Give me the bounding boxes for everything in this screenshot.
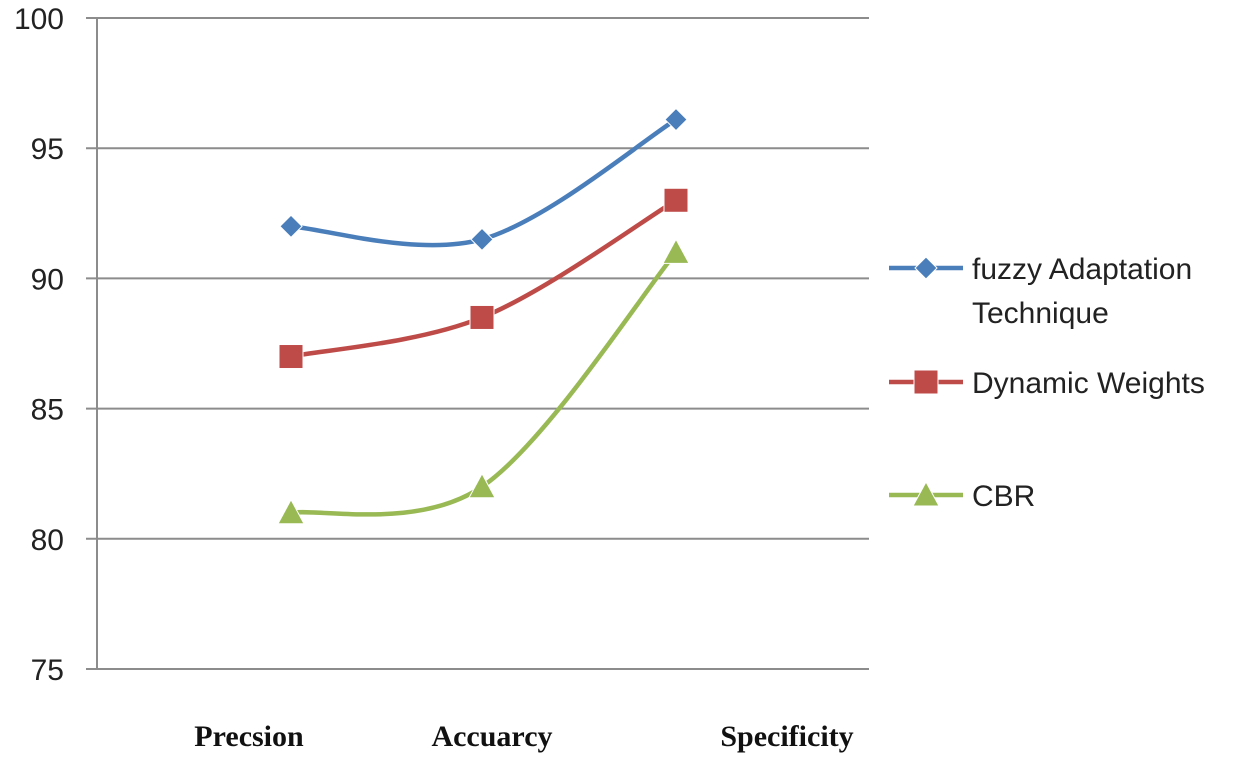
series-line bbox=[288, 117, 679, 248]
grid-lines bbox=[86, 17, 869, 670]
data-point-square bbox=[469, 304, 495, 330]
legend-label: Dynamic Weights bbox=[972, 367, 1205, 400]
series-line bbox=[288, 250, 679, 517]
data-point-triangle bbox=[277, 498, 305, 525]
data-point-triangle bbox=[468, 472, 496, 499]
legend-marker bbox=[913, 369, 939, 395]
x-category-labels: Precsion Accuarcy Specificity bbox=[194, 720, 853, 753]
y-tick-label: 95 bbox=[31, 133, 64, 166]
legend-label: CBR bbox=[972, 480, 1035, 513]
series-2 bbox=[278, 187, 689, 370]
y-tick-label: 80 bbox=[31, 524, 64, 557]
y-tick-label: 100 bbox=[14, 3, 64, 36]
y-tick-label: 75 bbox=[31, 654, 64, 687]
x-category-label: Accuarcy bbox=[431, 720, 552, 753]
series-group bbox=[277, 107, 690, 525]
legend-label: fuzzy Adaptation bbox=[972, 253, 1192, 286]
data-point-square bbox=[663, 187, 689, 213]
legend-item: Dynamic Weights bbox=[889, 367, 1205, 400]
y-tick-label: 85 bbox=[31, 394, 64, 427]
x-category-label: Precsion bbox=[194, 720, 304, 753]
legend-label: Technique bbox=[972, 297, 1109, 330]
legend-marker bbox=[912, 480, 940, 507]
data-point-diamond bbox=[470, 227, 494, 252]
y-tick-labels: 75 80 85 90 95 100 bbox=[14, 3, 64, 687]
data-point-diamond bbox=[664, 107, 688, 132]
series-3 bbox=[277, 238, 690, 525]
data-point-square bbox=[278, 344, 304, 370]
legend-item: CBR bbox=[889, 480, 1035, 513]
legend-item: fuzzy Adaptation Technique bbox=[889, 253, 1192, 330]
x-category-label: Specificity bbox=[720, 720, 853, 753]
data-point-diamond bbox=[279, 214, 303, 239]
series-1 bbox=[279, 107, 688, 252]
data-point-triangle bbox=[662, 238, 690, 264]
legend-marker bbox=[914, 256, 938, 280]
y-tick-label: 90 bbox=[31, 263, 64, 296]
legend: fuzzy Adaptation Technique Dynamic Weights… bbox=[889, 253, 1205, 513]
